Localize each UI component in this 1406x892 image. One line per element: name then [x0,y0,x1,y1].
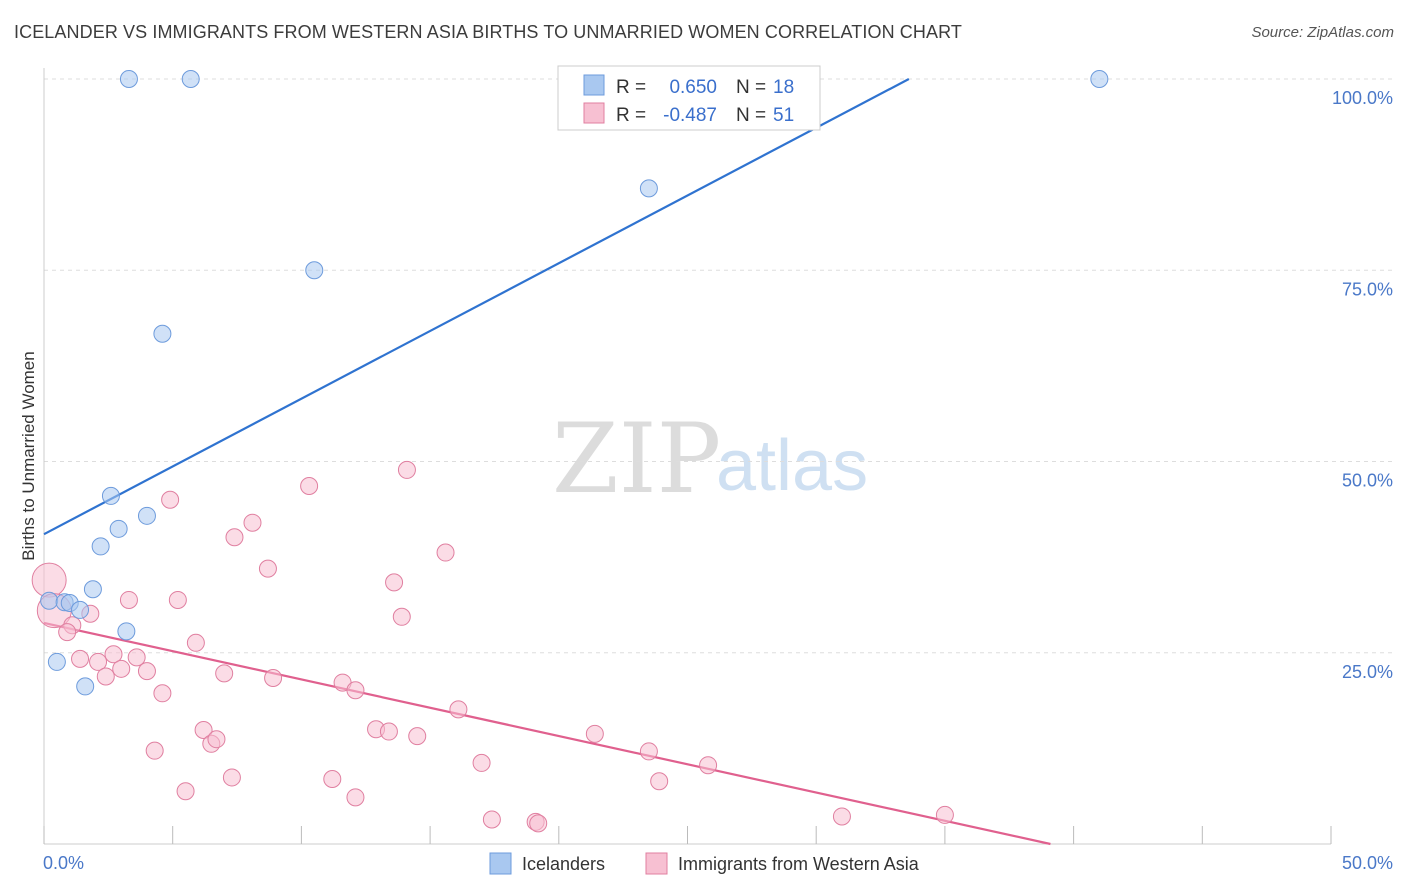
y-tick-label-1: 75.0% [1342,279,1393,299]
point-icelanders-16 [47,652,66,671]
legend-n-value-western-asia: 51 [773,105,794,126]
point-icelanders-2 [1090,70,1109,88]
tick-labels: 100.0% 75.0% 50.0% 25.0% 0.0% 50.0% [43,88,1393,873]
point-western-asia-4 [58,623,77,642]
point-western-asia-11 [119,590,138,609]
point-western-asia-21 [264,668,283,687]
legend-r-label-western-asia: R = [616,105,646,126]
legend-n-label-western-asia: N = [736,105,766,126]
point-icelanders-4 [305,261,324,280]
point-western-asia-34 [222,768,241,787]
point-western-asia-32 [207,730,226,749]
point-icelanders-10 [83,580,102,599]
point-western-asia-16 [186,633,205,652]
point-icelanders-6 [101,486,120,505]
point-icelanders-15 [117,622,136,641]
point-icelanders-8 [137,506,156,525]
point-western-asia-9 [96,667,115,686]
trend-line-icelanders [43,78,910,536]
x-tick-label-1: 50.0% [1342,853,1393,873]
stats-legend: R = 0.650 N = 18 R = -0.487 N = 51 [557,65,821,131]
point-western-asia-48 [699,756,718,775]
point-icelanders-17 [76,677,95,696]
point-western-asia-28 [436,543,455,562]
point-western-asia-39 [379,722,398,741]
source-credit: Source: ZipAtlas.com [1251,24,1394,41]
point-western-asia-7 [104,645,123,664]
y-axis-title: Births to Unmarried Women [19,351,38,560]
series-legend-swatch-western-asia [645,852,668,875]
point-western-asia-12 [161,490,180,509]
point-icelanders-7 [109,519,128,538]
legend-swatch-western-asia [583,102,605,124]
point-western-asia-10 [127,648,146,667]
point-western-asia-8 [112,659,131,678]
point-western-asia-41 [472,753,491,772]
point-western-asia-37 [346,788,365,807]
legend-r-value-western-asia: -0.487 [663,105,717,126]
y-tick-label-2: 50.0% [1342,471,1393,491]
trend-line-western-asia [43,621,1051,846]
legend-n-value-icelanders: 18 [773,77,794,98]
y-tick-label-0: 100.0% [1332,88,1393,108]
point-western-asia-17 [225,528,244,547]
point-western-asia-49 [832,807,851,826]
watermark-atlas: atlas [716,426,868,506]
legend-r-label-icelanders: R = [616,77,646,98]
point-western-asia-36 [323,769,342,788]
point-western-asia-26 [385,573,404,592]
trend-lines [43,78,1051,846]
point-western-asia-20 [215,664,234,683]
axes [43,68,1332,845]
point-western-asia-18 [243,513,262,532]
point-icelanders-0 [119,70,138,88]
series-legend-label-icelanders: Icelanders [522,854,605,874]
point-western-asia-45 [585,724,604,743]
y-tick-label-3: 25.0% [1342,662,1393,682]
point-western-asia-44 [529,814,548,833]
point-western-asia-33 [145,741,164,760]
gridlines [44,78,1392,654]
point-icelanders-5 [153,324,172,343]
point-western-asia-13 [168,590,187,609]
series-legend: Icelanders Immigrants from Western Asia [489,852,920,875]
point-icelanders-3 [639,179,658,198]
point-western-asia-19 [258,559,277,578]
point-western-asia-29 [449,700,468,719]
point-western-asia-46 [639,742,658,761]
point-western-asia-30 [194,721,213,740]
legend-n-label-icelanders: N = [736,77,766,98]
point-western-asia-24 [346,681,365,700]
data-points [31,70,1109,833]
point-western-asia-22 [300,476,319,495]
point-western-asia-15 [137,662,156,681]
point-western-asia-25 [397,460,416,479]
series-legend-swatch-icelanders [489,852,512,875]
point-icelanders-14 [71,600,90,619]
legend-swatch-icelanders [583,74,605,96]
point-icelanders-11 [40,591,59,610]
legend-r-value-icelanders: 0.650 [669,77,717,98]
point-western-asia-42 [482,810,501,829]
point-icelanders-9 [91,537,110,556]
point-western-asia-14 [153,684,172,703]
point-western-asia-40 [408,727,427,746]
point-western-asia-35 [176,782,195,801]
point-western-asia-5 [71,649,90,668]
point-western-asia-6 [89,652,108,671]
point-icelanders-1 [181,70,200,88]
point-western-asia-27 [392,607,411,626]
watermark: ZIP atlas [552,403,868,515]
point-western-asia-47 [650,772,669,791]
series-legend-label-western-asia: Immigrants from Western Asia [678,854,920,874]
watermark-zip: ZIP [552,403,721,515]
point-western-asia-50 [935,805,954,824]
x-tick-label-0: 0.0% [43,853,84,873]
chart-title: ICELANDER VS IMMIGRANTS FROM WESTERN ASI… [14,22,962,42]
